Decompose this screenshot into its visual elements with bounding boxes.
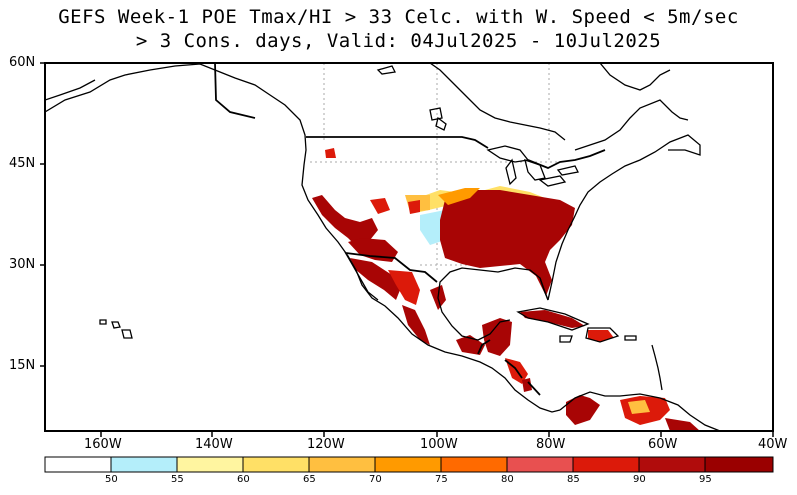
colorbar-label: 55 (171, 474, 184, 485)
colorbar-segment (374, 456, 442, 473)
lon-label: 40W (758, 437, 788, 452)
lon-label: 160W (84, 437, 122, 452)
colorbar-segment (242, 456, 310, 473)
colorbar-segment (506, 456, 574, 473)
colorbar-label: 65 (303, 474, 316, 485)
map-title-line2: > 3 Cons. days, Valid: 04Jul2025 - 10Jul… (135, 30, 662, 52)
graticule (310, 63, 560, 270)
colorbar-label: 50 (105, 474, 118, 485)
political-borders (214, 63, 606, 396)
colorbar-label: 60 (237, 474, 250, 485)
colorbar (44, 456, 774, 473)
lat-label: 30N (9, 257, 36, 272)
map-title-line1: GEFS Week-1 POE Tmax/HI > 33 Celc. with … (58, 6, 739, 28)
lat-label: 60N (9, 55, 36, 70)
lon-label: 100W (420, 437, 458, 452)
axis-ticks (40, 62, 774, 437)
colorbar-segment (572, 456, 640, 473)
colorbar-segment (440, 456, 508, 473)
coastlines (45, 63, 721, 431)
map-area (45, 63, 721, 431)
lon-label: 80W (536, 437, 566, 452)
colorbar-segment (638, 456, 706, 473)
colorbar-segment (110, 456, 178, 473)
probability-shading (312, 148, 700, 431)
map-frame (44, 62, 774, 432)
colorbar-segment (704, 456, 774, 473)
lon-label: 120W (307, 437, 345, 452)
colorbar-label: 70 (369, 474, 382, 485)
lat-label: 15N (9, 358, 36, 373)
lon-label: 140W (195, 437, 233, 452)
lon-label: 60W (648, 437, 678, 452)
colorbar-segment (44, 456, 112, 473)
lat-label: 45N (9, 156, 36, 171)
colorbar-label: 85 (567, 474, 580, 485)
colorbar-segment (308, 456, 376, 473)
colorbar-label: 75 (435, 474, 448, 485)
colorbar-label: 90 (633, 474, 646, 485)
colorbar-label: 95 (699, 474, 712, 485)
colorbar-label: 80 (501, 474, 514, 485)
colorbar-segment (176, 456, 244, 473)
